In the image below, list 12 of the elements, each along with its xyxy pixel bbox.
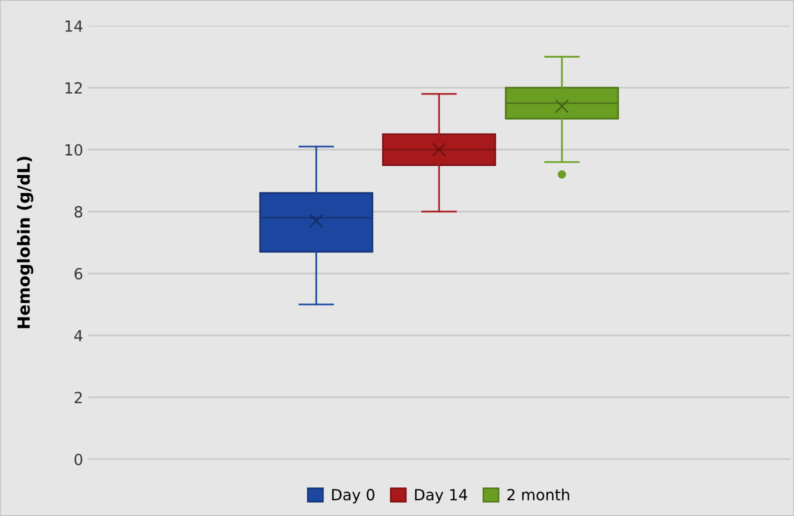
y-tick-label: 4 bbox=[74, 330, 82, 342]
y-tick-label: 6 bbox=[74, 268, 82, 280]
y-tick-label: 10 bbox=[66, 144, 82, 156]
y-tick-label: 2 bbox=[74, 392, 82, 404]
y-tick-label: 12 bbox=[66, 82, 82, 94]
y-axis-title: Hemoglobin (g/dL) bbox=[17, 156, 34, 328]
y-tick-label: 8 bbox=[74, 206, 82, 218]
legend-label: 2 month bbox=[507, 488, 570, 500]
legend-label: Day 0 bbox=[332, 488, 374, 504]
y-tick-label: 0 bbox=[74, 454, 82, 466]
legend-label: Day 14 bbox=[415, 489, 468, 504]
y-tick-label: 14 bbox=[66, 20, 82, 32]
